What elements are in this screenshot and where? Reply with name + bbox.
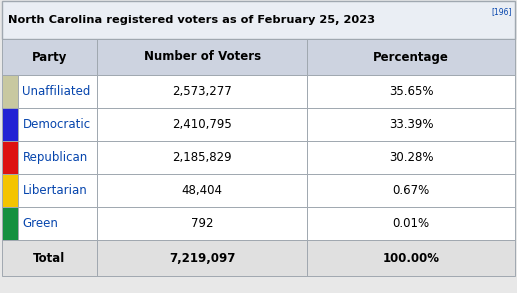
Text: 792: 792 xyxy=(191,217,214,230)
Bar xyxy=(97,75,307,108)
Text: Republican: Republican xyxy=(22,151,88,164)
Bar xyxy=(19,174,97,207)
Bar xyxy=(2,207,19,240)
Text: Number of Voters: Number of Voters xyxy=(144,50,261,64)
Bar xyxy=(307,141,515,174)
Text: 2,410,795: 2,410,795 xyxy=(172,118,232,131)
Text: 7,219,097: 7,219,097 xyxy=(169,251,235,265)
Bar xyxy=(97,207,307,240)
Text: 30.28%: 30.28% xyxy=(389,151,433,164)
Bar xyxy=(19,108,97,141)
Text: 48,404: 48,404 xyxy=(181,184,223,197)
Bar xyxy=(97,141,307,174)
Bar xyxy=(307,174,515,207)
Text: 2,185,829: 2,185,829 xyxy=(172,151,232,164)
Bar xyxy=(307,108,515,141)
Bar xyxy=(19,207,97,240)
Bar xyxy=(307,39,515,75)
Text: Total: Total xyxy=(33,251,66,265)
Text: Unaffiliated: Unaffiliated xyxy=(22,85,91,98)
Bar xyxy=(2,240,97,276)
Bar xyxy=(97,174,307,207)
Text: 33.39%: 33.39% xyxy=(389,118,433,131)
Text: Green: Green xyxy=(22,217,58,230)
Text: Party: Party xyxy=(32,50,67,64)
Text: North Carolina registered voters as of February 25, 2023: North Carolina registered voters as of F… xyxy=(8,15,375,25)
Text: 2,573,277: 2,573,277 xyxy=(172,85,232,98)
Text: [196]: [196] xyxy=(492,7,512,16)
Text: 35.65%: 35.65% xyxy=(389,85,433,98)
Text: 0.01%: 0.01% xyxy=(392,217,430,230)
Bar xyxy=(2,1,515,39)
Bar xyxy=(307,240,515,276)
Text: Democratic: Democratic xyxy=(22,118,90,131)
Bar xyxy=(97,240,307,276)
Bar xyxy=(307,75,515,108)
Bar xyxy=(2,174,19,207)
Text: Libertarian: Libertarian xyxy=(22,184,87,197)
Text: 100.00%: 100.00% xyxy=(383,251,439,265)
Bar xyxy=(97,39,307,75)
Bar xyxy=(97,108,307,141)
Bar xyxy=(2,39,97,75)
Bar xyxy=(19,141,97,174)
Bar xyxy=(2,141,19,174)
Text: 0.67%: 0.67% xyxy=(392,184,430,197)
Bar xyxy=(19,75,97,108)
Bar xyxy=(307,207,515,240)
Bar xyxy=(2,75,19,108)
Text: Percentage: Percentage xyxy=(373,50,449,64)
Bar xyxy=(2,108,19,141)
